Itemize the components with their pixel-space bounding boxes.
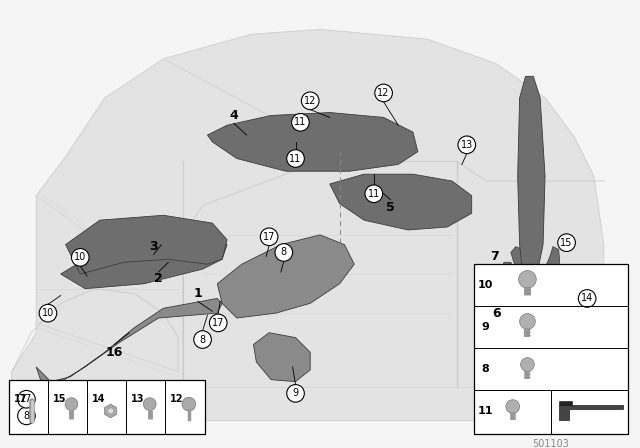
Polygon shape (559, 405, 623, 420)
Circle shape (558, 234, 575, 251)
Polygon shape (207, 112, 418, 171)
Polygon shape (217, 235, 355, 318)
Text: 10: 10 (42, 308, 54, 318)
Text: 7: 7 (490, 250, 499, 263)
Text: 14: 14 (581, 293, 593, 303)
Circle shape (18, 391, 35, 408)
Circle shape (143, 398, 156, 410)
Polygon shape (105, 404, 116, 418)
Circle shape (108, 408, 113, 414)
Circle shape (287, 150, 305, 168)
Circle shape (301, 92, 319, 110)
Text: 10: 10 (74, 252, 86, 263)
Text: 8: 8 (200, 335, 205, 345)
Circle shape (520, 314, 535, 329)
Polygon shape (511, 246, 533, 289)
Polygon shape (253, 333, 310, 382)
Text: 13: 13 (461, 140, 473, 150)
Bar (474, 264, 628, 435)
Text: 501103: 501103 (532, 439, 570, 448)
Polygon shape (511, 289, 553, 328)
Circle shape (209, 314, 227, 332)
Circle shape (260, 228, 278, 246)
Text: 8: 8 (24, 411, 29, 421)
Text: 10: 10 (477, 280, 493, 290)
Text: 16: 16 (106, 346, 123, 359)
Polygon shape (501, 262, 518, 298)
Polygon shape (12, 30, 604, 421)
Polygon shape (518, 76, 545, 284)
Text: 12: 12 (304, 96, 316, 106)
Text: 11: 11 (289, 154, 301, 164)
Circle shape (518, 271, 536, 288)
Text: 9: 9 (292, 388, 299, 398)
Text: 13: 13 (131, 394, 145, 404)
Polygon shape (36, 298, 222, 382)
Circle shape (194, 331, 211, 349)
Text: 17: 17 (14, 394, 28, 404)
Polygon shape (65, 215, 227, 274)
Text: 9: 9 (481, 322, 490, 332)
Text: 1: 1 (193, 287, 202, 300)
Text: 2: 2 (154, 272, 163, 285)
Circle shape (39, 304, 57, 322)
Text: 15: 15 (53, 394, 67, 404)
Circle shape (365, 185, 383, 202)
Text: 12: 12 (378, 88, 390, 98)
Text: 3: 3 (149, 240, 158, 253)
Bar (9, 379, 205, 435)
Circle shape (579, 290, 596, 307)
Circle shape (65, 398, 78, 410)
Circle shape (18, 407, 35, 425)
Polygon shape (330, 174, 472, 230)
Text: 15: 15 (561, 238, 573, 248)
Text: 11: 11 (477, 406, 493, 417)
Text: 5: 5 (386, 201, 395, 214)
Text: 17: 17 (263, 232, 275, 242)
Text: 8: 8 (281, 247, 287, 258)
Text: 8: 8 (481, 364, 489, 375)
Circle shape (506, 400, 520, 414)
Circle shape (72, 249, 89, 266)
Polygon shape (540, 246, 560, 289)
Text: 14: 14 (92, 394, 106, 404)
Circle shape (182, 397, 196, 411)
Text: 4: 4 (230, 109, 238, 122)
Circle shape (275, 244, 292, 261)
Text: 12: 12 (170, 394, 184, 404)
Circle shape (375, 84, 392, 102)
Circle shape (458, 136, 476, 154)
Polygon shape (61, 233, 227, 289)
Text: 6: 6 (492, 306, 500, 319)
Text: 17: 17 (212, 318, 225, 328)
Circle shape (520, 358, 534, 371)
Text: 11: 11 (294, 117, 307, 127)
Text: 17: 17 (20, 394, 33, 404)
Circle shape (287, 384, 305, 402)
Polygon shape (559, 401, 572, 405)
Circle shape (292, 113, 309, 131)
Text: 11: 11 (368, 189, 380, 199)
